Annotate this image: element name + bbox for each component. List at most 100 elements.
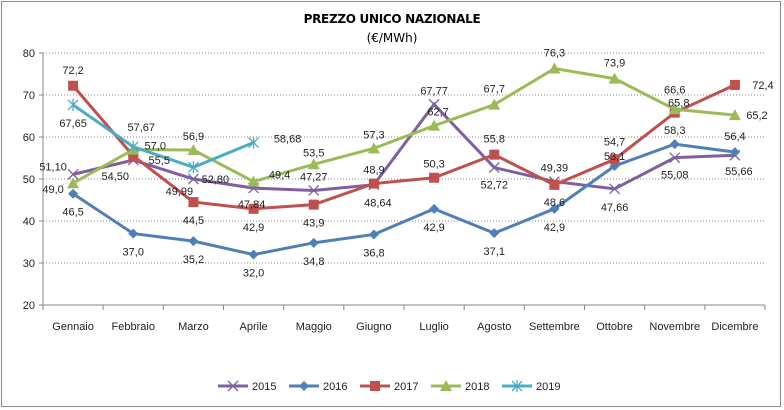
data-label-2015: 49,99 bbox=[166, 186, 194, 198]
data-label-2018: 49,0 bbox=[42, 184, 63, 196]
data-point-2015 bbox=[488, 162, 500, 174]
series-line-2016 bbox=[72, 142, 736, 257]
y-tick-label: 30 bbox=[23, 258, 35, 270]
data-label-2018: 62,7 bbox=[427, 107, 448, 119]
data-point-2017 bbox=[308, 199, 319, 210]
data-label-2018: 49,4 bbox=[269, 170, 290, 182]
data-point-2016 bbox=[128, 228, 139, 239]
data-point-2017 bbox=[729, 79, 740, 90]
data-label-2018: 57,3 bbox=[363, 129, 384, 141]
data-point-2019 bbox=[248, 136, 260, 149]
data-point-2015 bbox=[187, 173, 199, 185]
data-label-2016: 46,5 bbox=[62, 207, 83, 219]
data-point-2016 bbox=[429, 203, 440, 214]
series-line-2017 bbox=[71, 83, 736, 211]
x-tick-label: Dicembre bbox=[711, 321, 758, 333]
data-label-2019: 52,80 bbox=[202, 174, 230, 186]
data-point-2018 bbox=[728, 109, 741, 121]
series-line-2018 bbox=[72, 66, 736, 185]
x-tick-label: Febbraio bbox=[112, 321, 155, 333]
chart-title: PREZZO UNICO NAZIONALE bbox=[303, 12, 481, 26]
data-point-2016 bbox=[308, 237, 319, 248]
data-point-2018 bbox=[247, 175, 260, 187]
data-point-2016 bbox=[188, 236, 199, 247]
legend-label-2015: 2015 bbox=[252, 381, 276, 393]
data-label-2017: 44,5 bbox=[183, 215, 204, 227]
data-point-2016 bbox=[489, 228, 500, 239]
data-label-2018: 56,9 bbox=[183, 131, 204, 143]
data-point-2018 bbox=[67, 177, 80, 189]
data-label-2015: 67,77 bbox=[420, 85, 448, 97]
legend-label-2019: 2019 bbox=[536, 381, 560, 393]
data-label-2019: 67,65 bbox=[59, 118, 87, 130]
y-tick-label: 40 bbox=[23, 216, 35, 228]
y-tick-label: 80 bbox=[23, 48, 35, 60]
data-point-2019 bbox=[187, 161, 199, 174]
data-point-2015 bbox=[428, 98, 440, 110]
data-point-2019 bbox=[67, 98, 79, 111]
legend-marker-2019 bbox=[511, 380, 523, 392]
data-point-2018 bbox=[187, 144, 200, 156]
data-point-2017 bbox=[429, 172, 440, 183]
legend-label-2016: 2016 bbox=[323, 381, 347, 393]
data-label-2016: 36,8 bbox=[363, 247, 384, 259]
x-tick-label: Aprile bbox=[240, 321, 268, 333]
data-point-2018 bbox=[367, 142, 380, 154]
legend-label-2017: 2017 bbox=[394, 381, 418, 393]
data-point-2017 bbox=[68, 80, 79, 91]
data-label-2015: 55,08 bbox=[661, 170, 689, 182]
legend-marker-2018 bbox=[440, 380, 452, 391]
data-label-2017: 54,7 bbox=[604, 136, 625, 148]
data-label-2017: 55,8 bbox=[484, 134, 505, 146]
data-point-2017 bbox=[549, 179, 560, 190]
data-point-2015 bbox=[67, 168, 79, 180]
data-point-2017 bbox=[188, 197, 199, 208]
y-tick-label: 20 bbox=[23, 300, 35, 312]
data-point-2016 bbox=[669, 139, 680, 150]
x-tick-label: Gennaio bbox=[52, 321, 94, 333]
data-label-2016: 34,8 bbox=[303, 256, 324, 268]
x-tick-label: Agosto bbox=[477, 321, 511, 333]
data-point-2018 bbox=[307, 158, 320, 170]
data-label-2017: 55,5 bbox=[149, 155, 170, 167]
data-label-2016: 53,1 bbox=[604, 151, 625, 163]
data-label-2018: 73,9 bbox=[604, 58, 625, 70]
chart-subtitle: (€/MWh) bbox=[366, 31, 418, 45]
series-line-2015 bbox=[72, 102, 735, 192]
legend-marker-2016 bbox=[299, 381, 309, 391]
data-label-2017: 42,9 bbox=[243, 222, 264, 234]
data-point-2017 bbox=[489, 149, 500, 160]
data-label-2017: 50,3 bbox=[423, 159, 444, 171]
data-label-2015: 51,10 bbox=[39, 161, 67, 173]
data-point-2019 bbox=[127, 140, 139, 153]
data-label-2018: 65,2 bbox=[746, 110, 767, 122]
data-point-2018 bbox=[428, 119, 441, 131]
data-label-2016: 42,9 bbox=[423, 222, 444, 234]
data-point-2018 bbox=[668, 103, 681, 115]
data-point-2016 bbox=[68, 188, 79, 199]
data-label-2016: 56,4 bbox=[724, 131, 745, 143]
data-label-2017: 48,9 bbox=[363, 165, 384, 177]
data-label-2015: 47,27 bbox=[300, 171, 328, 183]
data-label-2018: 67,7 bbox=[484, 84, 505, 96]
data-label-2015: 47,66 bbox=[601, 202, 629, 214]
data-point-2018 bbox=[608, 72, 621, 84]
data-label-2016: 58,3 bbox=[664, 125, 685, 137]
data-label-2016: 37,0 bbox=[123, 247, 144, 259]
data-label-2018: 66,6 bbox=[664, 84, 685, 96]
legend-label-2018: 2018 bbox=[465, 381, 489, 393]
data-label-2019: 57,67 bbox=[127, 122, 155, 134]
y-tick-label: 70 bbox=[23, 90, 35, 102]
x-tick-label: Luglio bbox=[419, 321, 448, 333]
data-label-2015: 49,39 bbox=[541, 163, 569, 175]
data-label-2015: 54,50 bbox=[101, 171, 129, 183]
data-label-2019: 58,68 bbox=[274, 134, 302, 146]
data-label-2017: 72,2 bbox=[62, 65, 83, 77]
data-point-2017 bbox=[609, 154, 620, 165]
data-point-2018 bbox=[488, 98, 501, 110]
x-tick-label: Settembre bbox=[529, 321, 580, 333]
x-tick-label: Novembre bbox=[649, 321, 700, 333]
data-point-2018 bbox=[548, 62, 561, 74]
x-tick-label: Marzo bbox=[178, 321, 209, 333]
